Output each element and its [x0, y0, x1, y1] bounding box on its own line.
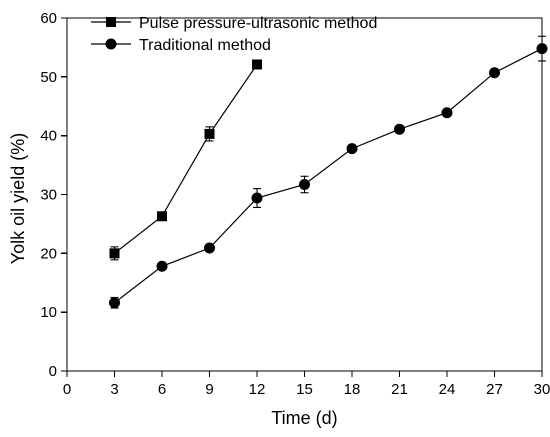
- data-point-1-0: [109, 297, 120, 309]
- data-point-1-7: [441, 107, 453, 119]
- x-tick-label: 21: [391, 381, 408, 398]
- data-point-1-9: [536, 43, 548, 55]
- y-tick-label: 20: [40, 245, 57, 262]
- x-tick-label: 18: [344, 381, 361, 398]
- x-tick-label: 0: [63, 381, 71, 398]
- series-line-0: [114, 64, 258, 254]
- x-tick-label: 12: [249, 381, 266, 398]
- x-tick-label: 30: [534, 381, 550, 398]
- data-point-1-5: [346, 143, 358, 155]
- y-tick-label: 60: [40, 10, 57, 27]
- x-axis-title: Time (d): [271, 408, 337, 428]
- y-tick-label: 50: [40, 69, 57, 86]
- data-point-1-3: [251, 192, 263, 204]
- data-point-0-3: [252, 59, 262, 70]
- series-layer: [109, 35, 548, 309]
- y-tick-label: 40: [40, 128, 57, 145]
- legend-label-1: Traditional method: [139, 37, 271, 54]
- data-point-1-8: [489, 67, 500, 79]
- data-point-1-2: [204, 242, 215, 254]
- legend: Pulse pressure-ultrasonic method Traditio…: [91, 15, 377, 54]
- legend-marker-1: [105, 38, 117, 50]
- x-tick-label: 24: [439, 381, 456, 398]
- x-tick-label: 27: [486, 381, 503, 398]
- axes-layer: 0 3 6 9 12 15 18 21 24 27 30 0 10 20 30 40 50 60: [40, 10, 550, 398]
- legend-label-0: Pulse pressure-ultrasonic method: [139, 15, 377, 32]
- data-point-0-1: [157, 211, 167, 222]
- y-axis-title: Yolk oil yield (%): [8, 133, 28, 264]
- data-point-0-0: [109, 248, 120, 259]
- data-point-1-6: [394, 123, 405, 135]
- x-tick-label: 3: [110, 381, 118, 398]
- x-tick-label: 6: [158, 381, 166, 398]
- data-point-1-1: [156, 260, 168, 272]
- data-point-1-4: [299, 178, 310, 190]
- y-tick-label: 10: [40, 304, 57, 321]
- x-tick-label: 9: [205, 381, 213, 398]
- legend-marker-0: [106, 17, 116, 27]
- y-tick-label: 30: [40, 187, 57, 204]
- data-point-0-2: [204, 128, 215, 139]
- y-tick-label: 0: [49, 363, 57, 380]
- plot-frame: [66, 17, 543, 372]
- x-tick-label: 15: [296, 381, 313, 398]
- series-line-1: [114, 48, 543, 304]
